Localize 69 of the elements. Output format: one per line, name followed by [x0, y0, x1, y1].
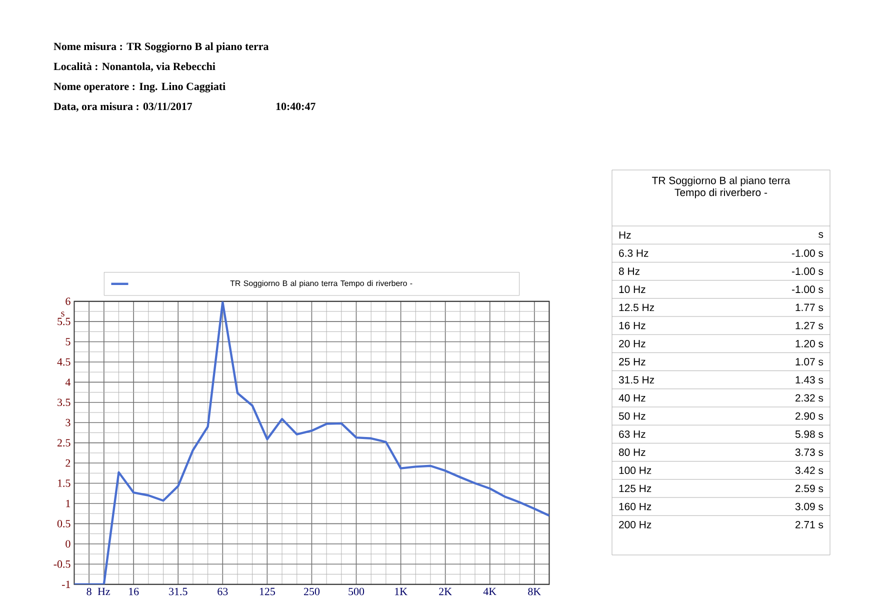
- text: 5.98 s: [795, 430, 824, 438]
- text: 2.71 s: [796, 520, 824, 528]
- text: 3.09 s: [795, 502, 824, 510]
- category-label: 20 Hz: [619, 340, 646, 348]
- text: s: [818, 232, 824, 238]
- y-axis-title: s: [61, 312, 64, 316]
- text: Nome operatore : Ing. Lino Caggiati: [54, 82, 226, 92]
- text: 2.90 s: [796, 412, 824, 420]
- category-label: 12.5 Hz: [619, 304, 654, 312]
- y-tick-label: 0: [66, 540, 70, 548]
- text: Nome misura : TR Soggiorno B al piano terra: [54, 42, 269, 52]
- x-tick-label: 63: [218, 588, 228, 596]
- category-label: 31.5 Hz: [618, 376, 654, 384]
- x-tick-label: 16: [129, 588, 139, 596]
- x-tick-label: 8: [86, 588, 92, 596]
- text: Tempo di riverbero -: [674, 188, 768, 198]
- category-label: 40 Hz: [618, 394, 646, 402]
- x-tick-label: 125: [260, 588, 275, 596]
- text: Data, ora misura : 03/11/2017: [54, 102, 192, 112]
- text: 2.59 s: [796, 484, 824, 492]
- y-tick-label: 1: [66, 500, 70, 508]
- category-label: 200 Hz: [619, 520, 652, 528]
- text: 1.77 s: [796, 304, 824, 312]
- category-label: 6.3 Hz: [619, 249, 648, 257]
- category-label: 8 Hz: [618, 268, 640, 275]
- x-tick-label: 500: [348, 588, 364, 596]
- category-label: 160 Hz: [619, 502, 652, 510]
- y-tick-label: 3.5: [58, 398, 70, 406]
- y-tick-label: 4.5: [57, 358, 70, 366]
- category-label: 16 Hz: [619, 322, 646, 330]
- y-tick-label: 1.5: [58, 480, 70, 487]
- x-tick-label: 1K: [395, 588, 408, 596]
- y-tick-label: 5.5: [58, 318, 70, 326]
- text: 3.42 s: [795, 466, 824, 474]
- y-tick-label: 3: [66, 418, 70, 426]
- category-label: 125 Hz: [619, 484, 652, 492]
- text: Località : Nonantola, via Rebecchi: [54, 62, 216, 72]
- text: 1.07 s: [796, 358, 824, 366]
- text: 1.27 s: [796, 322, 824, 330]
- x-tick-label: 31.5: [169, 588, 188, 596]
- y-tick-label: 2: [66, 459, 70, 467]
- x-tick-label: 4K: [483, 588, 496, 596]
- category-label: 10 Hz: [619, 286, 646, 294]
- text: 3.73 s: [795, 448, 824, 456]
- x-tick-label: 8K: [528, 588, 541, 596]
- y-tick-label: -1: [62, 580, 70, 588]
- y-tick-label: 4: [65, 378, 71, 386]
- text: 1.20 s: [796, 340, 824, 348]
- text: 10:40:47: [276, 102, 316, 110]
- y-tick-label: 5: [66, 338, 70, 346]
- text: Hz: [619, 231, 631, 239]
- text: -1.00 s: [792, 286, 824, 294]
- text: 1.43 s: [796, 376, 824, 384]
- y-tick-label: 6: [66, 298, 70, 306]
- text: TR Soggiorno B al piano terra: [652, 176, 790, 186]
- x-tick-label: 2K: [439, 588, 452, 596]
- y-tick-label: -0.5: [54, 560, 70, 568]
- category-label: 50 Hz: [618, 412, 646, 420]
- category-label: 25 Hz: [619, 358, 646, 366]
- category-label: 80 Hz: [618, 448, 646, 456]
- x-tick-label: 250: [304, 588, 320, 596]
- text: -1.00 s: [792, 249, 824, 257]
- x-tick-label: Hz: [98, 588, 110, 596]
- text: 2.32 s: [796, 394, 824, 402]
- y-tick-label: 0.5: [57, 520, 70, 528]
- text: -1.00 s: [792, 268, 824, 275]
- category-label: 100 Hz: [619, 466, 652, 474]
- y-tick-label: 2.5: [57, 439, 70, 447]
- category-label: 63 Hz: [619, 430, 646, 438]
